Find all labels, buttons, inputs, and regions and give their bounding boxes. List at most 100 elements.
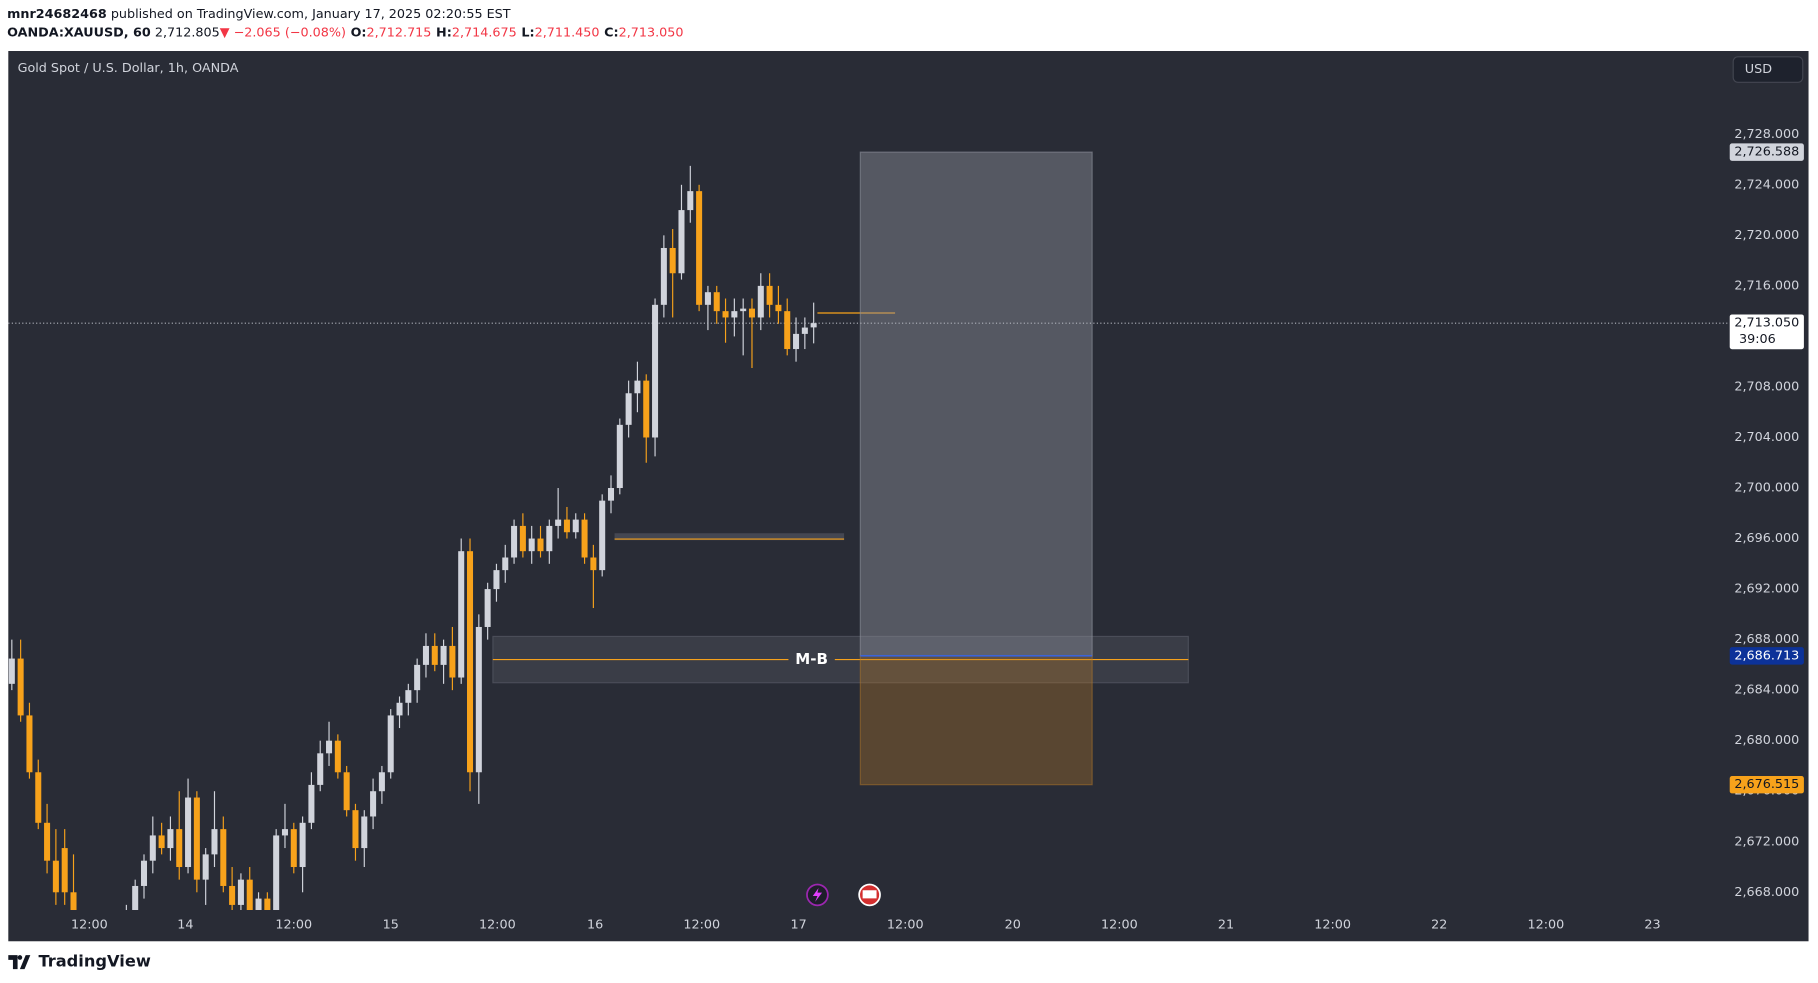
candle-body: [378, 772, 385, 792]
x-tick-label: 12:00: [1101, 918, 1138, 933]
chart-title: Gold Spot / U.S. Dollar, 1h, OANDA: [18, 61, 239, 76]
candle-body: [229, 885, 236, 905]
y-tick-label: 2,728.000: [1734, 127, 1799, 142]
candle-body: [563, 519, 570, 533]
candle-body: [599, 500, 606, 571]
ohlc-value: 2,712.715: [367, 25, 432, 40]
candle-body: [405, 690, 412, 703]
y-tick-label: 2,692.000: [1734, 582, 1799, 597]
brand-logo: [8, 955, 31, 970]
candle-body: [634, 380, 641, 394]
candle-body: [8, 658, 15, 684]
candle-body: [722, 311, 729, 318]
x-tick-label: 14: [177, 918, 193, 933]
header-line-1: mnr24682468 published on TradingView.com…: [7, 6, 511, 21]
price-label-box: [1729, 647, 1804, 665]
candle-body: [44, 822, 51, 861]
candle-body: [422, 645, 429, 665]
candle-body: [713, 292, 720, 312]
candle-body: [669, 247, 676, 274]
price-label-box: [1729, 143, 1804, 161]
candle-body: [237, 879, 244, 905]
candle-body: [784, 311, 791, 350]
candle-body: [149, 835, 156, 861]
candle-body: [537, 538, 544, 552]
y-tick-label: 2,720.000: [1734, 228, 1799, 243]
candle-body: [493, 570, 500, 590]
y-tick-label: 2,724.000: [1734, 177, 1799, 192]
candle-body: [484, 589, 491, 627]
candle-body: [652, 304, 659, 438]
candle-body: [766, 285, 773, 305]
candle-body: [678, 210, 685, 274]
y-tick-label: 2,704.000: [1734, 430, 1799, 445]
candle-body: [185, 797, 192, 868]
candle-body: [810, 323, 817, 328]
x-tick-label: 17: [791, 918, 807, 933]
price-label-box: [1729, 776, 1804, 794]
candle-body: [449, 645, 456, 678]
candle-body: [361, 816, 368, 849]
candle-body: [757, 285, 764, 318]
y-tick-label: 2,680.000: [1734, 733, 1799, 748]
flag-glyph: [862, 890, 877, 899]
candle-body: [176, 829, 183, 868]
x-tick-label: 12:00: [479, 918, 516, 933]
candle-body: [625, 393, 632, 425]
candle-body: [26, 715, 33, 773]
candle-body: [255, 898, 262, 910]
x-tick-label: 12:00: [1314, 918, 1351, 933]
candle-body: [202, 854, 209, 880]
candle-body: [334, 740, 341, 773]
candle-body: [801, 327, 808, 334]
brand-logo-dot: [17, 955, 23, 960]
candle-body: [660, 247, 667, 305]
y-tick-label: 2,688.000: [1734, 632, 1799, 647]
y-tick-label: 2,684.000: [1734, 683, 1799, 698]
candle-body: [273, 835, 280, 910]
candle-body: [290, 829, 297, 868]
candle-body: [158, 835, 165, 849]
candle-body: [572, 519, 579, 533]
candle-body: [475, 626, 482, 773]
candle-body: [590, 557, 597, 571]
candle-body: [546, 525, 553, 552]
candle-body: [431, 645, 438, 665]
ohlc-key: L:: [521, 25, 534, 40]
ohlc-value: 2,713.050: [619, 25, 684, 40]
y-tick-label: 2,700.000: [1734, 481, 1799, 496]
y-tick-label: 2,716.000: [1734, 278, 1799, 293]
candle-body: [308, 784, 315, 823]
currency-button[interactable]: [1732, 56, 1804, 83]
x-tick-label: 20: [1005, 918, 1021, 933]
y-tick-label: 2,672.000: [1734, 834, 1799, 849]
candle-body: [326, 740, 333, 754]
last-price: 2,712.805: [155, 25, 220, 40]
candle-body: [264, 898, 271, 910]
candle-body: [387, 715, 394, 773]
candle-body: [687, 191, 694, 211]
candle-body: [748, 308, 755, 318]
candle-body: [352, 810, 359, 849]
candle-body: [140, 860, 148, 886]
ohlc-value: 2,711.450: [535, 25, 600, 40]
candle-body: [211, 829, 218, 855]
x-tick-label: 16: [587, 918, 603, 933]
chart-panel: [8, 51, 1809, 942]
brand: TradingView: [38, 952, 150, 971]
candle-body: [299, 822, 306, 868]
ohlc-value: 2,714.675: [452, 25, 517, 40]
candle-body: [52, 860, 59, 893]
y-tick-label: 2,708.000: [1734, 379, 1799, 394]
currency[interactable]: USD: [1745, 62, 1772, 77]
candle-body: [519, 525, 526, 552]
candle-body: [731, 311, 738, 318]
x-tick-label: 12:00: [887, 918, 924, 933]
ohlc-key: C:: [604, 25, 618, 40]
x-tick-label: 15: [383, 918, 399, 933]
candle-body: [458, 551, 465, 678]
candle-body: [70, 892, 77, 910]
candle-body: [167, 829, 174, 849]
target-zone: [859, 151, 1093, 657]
